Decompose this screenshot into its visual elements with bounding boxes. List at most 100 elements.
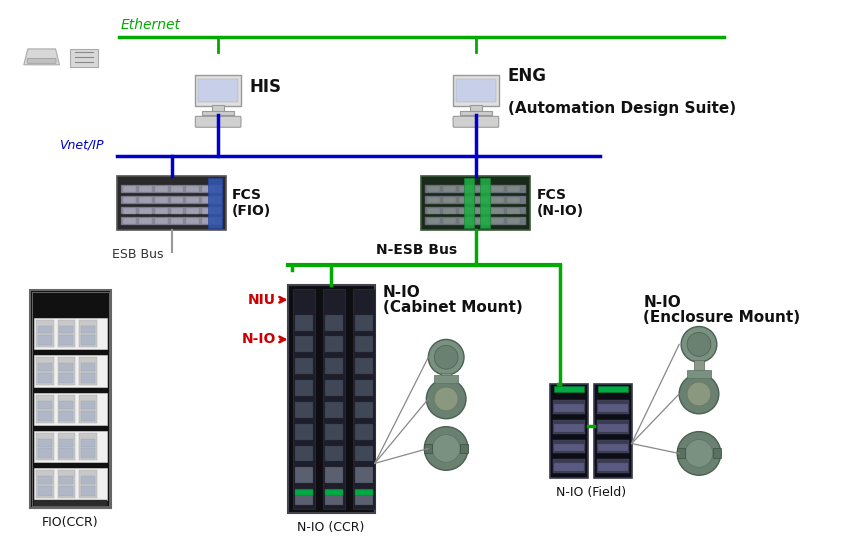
Bar: [554, 463, 584, 471]
Bar: [155, 186, 167, 192]
Bar: [202, 197, 215, 203]
Text: HIS: HIS: [250, 77, 282, 95]
Bar: [82, 411, 95, 421]
Bar: [155, 197, 167, 203]
Text: N-IO: N-IO: [383, 285, 420, 300]
Bar: [598, 463, 627, 471]
Bar: [323, 289, 345, 509]
Bar: [491, 186, 504, 192]
Bar: [550, 384, 588, 478]
Bar: [171, 186, 183, 192]
Bar: [139, 219, 151, 225]
Bar: [202, 208, 215, 214]
Bar: [212, 105, 224, 112]
Bar: [121, 196, 222, 204]
Bar: [480, 178, 489, 228]
Bar: [443, 186, 456, 192]
Bar: [470, 105, 482, 112]
Bar: [295, 380, 314, 396]
Bar: [57, 319, 76, 347]
Bar: [35, 470, 54, 498]
Bar: [29, 290, 111, 508]
Bar: [355, 423, 373, 440]
Bar: [506, 219, 520, 225]
Bar: [60, 449, 73, 458]
Bar: [82, 401, 95, 409]
Bar: [464, 178, 474, 228]
Bar: [426, 185, 526, 193]
Bar: [79, 395, 98, 423]
Bar: [82, 373, 95, 383]
Bar: [60, 411, 73, 421]
Bar: [325, 336, 343, 352]
Bar: [34, 393, 107, 425]
Bar: [353, 289, 375, 509]
Bar: [475, 219, 488, 225]
Bar: [355, 358, 373, 374]
Circle shape: [434, 346, 458, 369]
Bar: [598, 423, 627, 432]
Bar: [38, 363, 51, 371]
Bar: [38, 325, 51, 334]
Text: (FIO): (FIO): [232, 204, 272, 219]
Bar: [60, 476, 73, 484]
Bar: [475, 197, 488, 203]
Bar: [325, 467, 343, 483]
Bar: [139, 197, 151, 203]
Bar: [443, 219, 456, 225]
Bar: [60, 401, 73, 409]
Bar: [79, 470, 98, 498]
Bar: [195, 75, 241, 106]
Bar: [71, 49, 98, 67]
Bar: [209, 178, 222, 228]
Bar: [38, 439, 51, 446]
Text: N-IO: N-IO: [241, 332, 276, 347]
Bar: [139, 208, 151, 214]
Text: Ethernet: Ethernet: [121, 18, 181, 32]
Bar: [295, 423, 314, 440]
Bar: [694, 360, 704, 370]
Bar: [597, 420, 628, 434]
Bar: [34, 355, 107, 387]
Bar: [121, 207, 222, 215]
Bar: [60, 439, 73, 446]
Text: N-ESB Bus: N-ESB Bus: [376, 243, 457, 257]
Bar: [325, 490, 343, 495]
Bar: [491, 208, 504, 214]
Bar: [325, 380, 343, 396]
Text: (Enclosure Mount): (Enclosure Mount): [643, 310, 801, 325]
Bar: [426, 217, 526, 226]
Bar: [34, 431, 107, 462]
Bar: [38, 411, 51, 421]
Circle shape: [426, 379, 466, 419]
Text: FIO(CCR): FIO(CCR): [42, 516, 98, 529]
Text: FCS: FCS: [232, 188, 262, 202]
Bar: [325, 489, 343, 505]
Bar: [38, 449, 51, 458]
Bar: [155, 219, 167, 225]
Bar: [35, 319, 54, 347]
Bar: [434, 375, 458, 383]
Bar: [82, 449, 95, 458]
Bar: [459, 197, 472, 203]
Bar: [427, 186, 440, 192]
Bar: [34, 468, 107, 500]
Polygon shape: [24, 49, 60, 65]
Bar: [171, 197, 183, 203]
Bar: [677, 449, 685, 458]
Bar: [597, 459, 628, 473]
Bar: [57, 433, 76, 461]
Bar: [553, 400, 585, 414]
Bar: [460, 111, 492, 116]
Circle shape: [425, 427, 468, 470]
Circle shape: [428, 340, 464, 375]
Bar: [202, 111, 234, 116]
Bar: [355, 380, 373, 396]
Text: NIU: NIU: [247, 293, 276, 307]
Circle shape: [687, 332, 711, 356]
Circle shape: [681, 326, 717, 362]
Bar: [421, 176, 531, 231]
Text: (Cabinet Mount): (Cabinet Mount): [383, 300, 522, 315]
Bar: [187, 186, 199, 192]
Bar: [553, 420, 585, 434]
